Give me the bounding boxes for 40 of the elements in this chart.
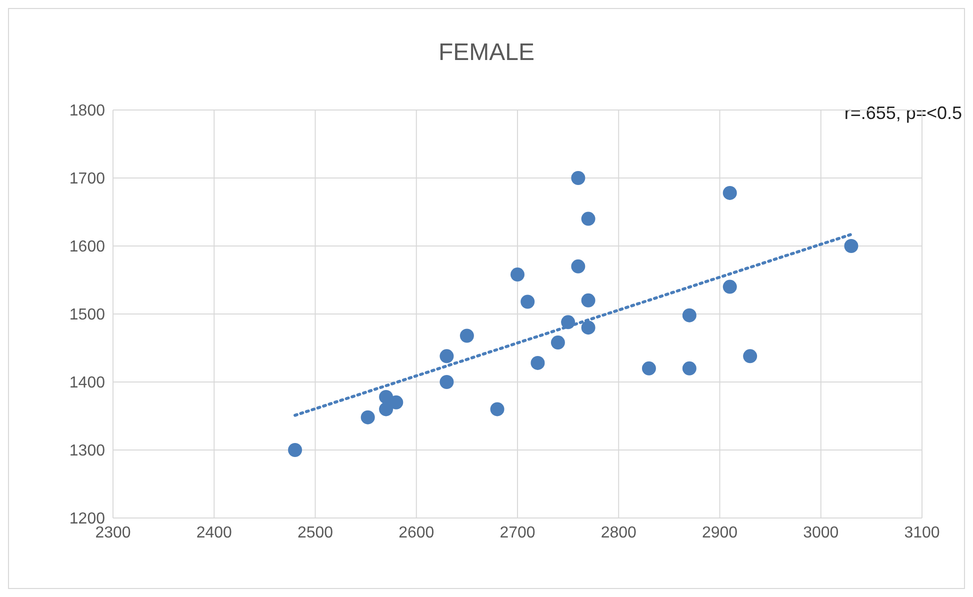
point xyxy=(571,171,586,185)
y-tick-label: 1600 xyxy=(69,238,106,256)
point xyxy=(581,293,596,308)
x-tick-label: 2400 xyxy=(196,524,232,542)
point xyxy=(379,402,394,416)
chart-title: FEMALE xyxy=(437,39,536,67)
y-tick-label: 1700 xyxy=(69,170,106,188)
point xyxy=(550,336,565,350)
point xyxy=(288,443,302,457)
point xyxy=(490,402,504,416)
point xyxy=(440,349,454,364)
y-tick-label: 1300 xyxy=(69,442,106,460)
point xyxy=(360,410,375,424)
point xyxy=(642,361,656,376)
point xyxy=(743,349,758,364)
y-tick-label: 1400 xyxy=(69,374,106,392)
point xyxy=(520,294,535,309)
point xyxy=(581,320,596,335)
point xyxy=(682,308,696,322)
x-tick-label: 2500 xyxy=(297,524,334,542)
x-tick-label: 2700 xyxy=(500,524,536,542)
point xyxy=(510,268,524,282)
point xyxy=(722,280,737,294)
point xyxy=(561,315,576,330)
y-tick-label: 1500 xyxy=(69,306,106,324)
point xyxy=(722,186,737,200)
point xyxy=(844,239,858,253)
x-tick-label: 2800 xyxy=(600,524,637,542)
x-tick-label: 2600 xyxy=(398,524,434,542)
point xyxy=(581,212,596,226)
y-tick-label: 1800 xyxy=(69,102,106,120)
x-tick-label: 2900 xyxy=(702,524,738,542)
point xyxy=(460,328,474,343)
point xyxy=(440,375,454,389)
x-tick-label: 3000 xyxy=(803,524,839,542)
point xyxy=(389,395,404,410)
x-tick-label: 3100 xyxy=(904,524,940,542)
point xyxy=(682,361,696,376)
point xyxy=(530,356,545,370)
point xyxy=(571,259,586,274)
